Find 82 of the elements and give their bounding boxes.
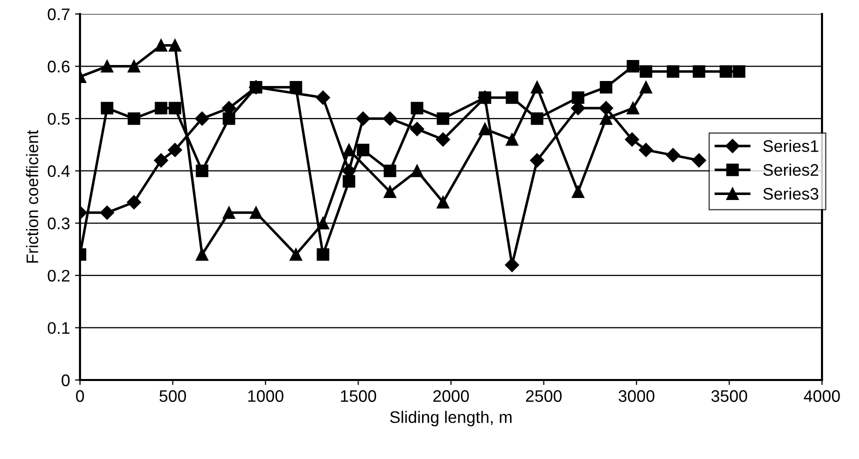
point	[506, 91, 518, 104]
point	[506, 133, 518, 146]
point	[530, 153, 544, 168]
point	[342, 144, 356, 156]
point	[436, 132, 450, 147]
point	[624, 132, 640, 147]
y-tick-label: 0.4	[48, 165, 70, 178]
x-tick-label: 2000	[433, 390, 469, 402]
point	[638, 142, 654, 158]
x-tick-label: 3500	[711, 390, 748, 402]
point	[168, 142, 182, 158]
point	[666, 65, 680, 78]
point	[316, 90, 330, 105]
point	[356, 144, 370, 156]
point	[154, 153, 168, 168]
y-tick-label: 0.1	[48, 322, 70, 334]
legend-label: Series1	[763, 140, 818, 152]
point	[410, 122, 424, 136]
point	[600, 80, 612, 94]
point	[168, 102, 182, 114]
x-tick-label: 500	[160, 390, 186, 402]
x-tick-label: 0	[76, 390, 84, 402]
point	[720, 65, 732, 78]
x-tick-label: 1000	[248, 390, 284, 402]
x-tick-label: 3000	[618, 390, 654, 402]
x-tick-label: 1500	[340, 390, 376, 402]
point	[316, 216, 330, 230]
point	[572, 186, 584, 198]
point	[478, 122, 492, 136]
point	[100, 102, 114, 114]
point	[530, 112, 544, 125]
point	[196, 164, 208, 178]
y-tick-label: 0.5	[48, 112, 70, 125]
point	[436, 196, 450, 208]
legend-label: Series2	[763, 164, 818, 176]
x-axis-title: Sliding length, m	[390, 410, 512, 426]
y-tick-label: 0.2	[48, 270, 70, 282]
x-tick-label: 4000	[804, 390, 840, 402]
point	[126, 195, 142, 210]
y-tick-label: 0	[62, 374, 70, 386]
point	[384, 164, 396, 178]
point	[692, 153, 706, 168]
point	[436, 112, 450, 125]
point	[100, 206, 114, 220]
point	[626, 60, 640, 73]
point	[478, 91, 492, 104]
point	[194, 111, 210, 126]
point	[128, 112, 140, 125]
point	[692, 65, 706, 78]
point	[626, 102, 640, 114]
y-tick-label: 0.7	[48, 8, 70, 20]
point	[128, 60, 140, 73]
x-tick-label: 2500	[526, 390, 562, 402]
point	[356, 111, 370, 126]
point	[640, 80, 652, 94]
point	[250, 206, 262, 219]
point	[640, 65, 652, 78]
point	[342, 175, 356, 188]
point	[382, 111, 398, 126]
point	[100, 60, 114, 73]
point	[222, 206, 236, 219]
point	[666, 148, 680, 162]
point	[290, 80, 302, 94]
point	[572, 91, 584, 104]
point	[222, 112, 236, 125]
point	[168, 39, 182, 52]
point	[154, 102, 168, 114]
point	[410, 164, 424, 178]
point	[196, 248, 208, 261]
point	[530, 80, 544, 94]
point	[154, 39, 168, 52]
point	[504, 258, 520, 272]
legend-label: Series3	[763, 187, 818, 200]
point	[384, 186, 396, 198]
point	[316, 248, 330, 261]
y-tick-label: 0.3	[48, 218, 70, 230]
point	[410, 102, 424, 114]
point	[599, 101, 614, 116]
point	[732, 65, 746, 78]
y-axis-title: Friction coefficient	[26, 130, 38, 263]
y-tick-label: 0.6	[48, 60, 70, 72]
point	[290, 248, 302, 261]
